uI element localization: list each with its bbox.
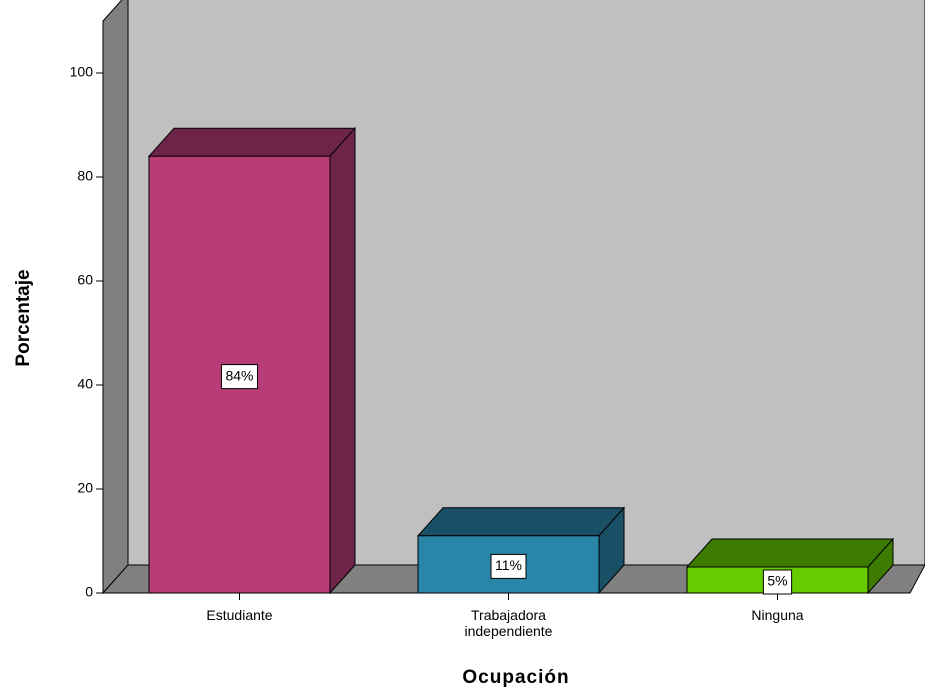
y-tick-label: 80 (77, 168, 93, 184)
value-label: 5% (767, 573, 787, 589)
x-tick-label: Ninguna (751, 607, 804, 623)
x-axis-label: Ocupación (462, 667, 569, 688)
value-label-box (220, 364, 259, 390)
y-tick-label: 60 (77, 272, 93, 288)
y-tick-label: 100 (70, 64, 94, 80)
value-label: 11% (495, 557, 522, 573)
x-tick-label: Trabajadora independiente (464, 607, 553, 639)
bar-top (416, 507, 626, 537)
y-tick-label: 0 (85, 584, 93, 600)
bar-side (329, 126, 356, 595)
y-axis-label: Porcentaje (13, 269, 34, 366)
bar-top (147, 127, 357, 157)
value-label-box (762, 569, 793, 595)
y-tick-label: 20 (77, 480, 93, 496)
value-label: 84% (225, 367, 253, 383)
y-tick-label: 40 (77, 376, 93, 392)
value-label-box (490, 553, 527, 579)
bar-top (685, 538, 895, 568)
side-wall (102, 0, 129, 595)
x-tick-label: Estudiante (206, 607, 273, 623)
